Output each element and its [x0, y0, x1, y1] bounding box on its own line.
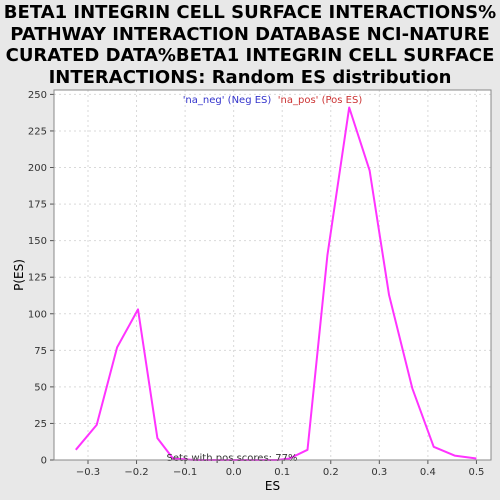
x-tick-label: −0.2: [124, 467, 148, 478]
x-tick-label: −0.1: [173, 467, 197, 478]
x-tick-label: 0.0: [226, 467, 242, 478]
y-tick-label: 175: [28, 200, 47, 211]
y-tick-label: 100: [28, 309, 47, 320]
plot-border: [53, 89, 492, 461]
y-tick-label: 250: [28, 90, 47, 101]
chart-title-line-3: CURATED DATA%BETA1 INTEGRIN CELL SURFACE: [5, 45, 495, 66]
legend: 'na_neg' (Neg ES) 'na_pos' (Pos ES): [183, 95, 363, 106]
legend-pos-entry: 'na_pos' (Pos ES): [278, 95, 363, 106]
y-axis-label: P(ES): [12, 259, 26, 291]
chart-title: BETA1 INTEGRIN CELL SURFACE INTERACTIONS…: [0, 2, 500, 88]
x-axis: −0.3 −0.2 −0.1 0.0 0.1 0.2 0.3 0.4 0.5: [76, 460, 484, 478]
y-tick-label: 50: [34, 382, 47, 393]
grid-lines: [54, 90, 491, 461]
chart-title-line-1: BETA1 INTEGRIN CELL SURFACE INTERACTIONS…: [3, 2, 497, 23]
x-tick-label: 0.5: [468, 467, 484, 478]
plot-area: [54, 90, 491, 460]
y-tick-label: 75: [34, 346, 47, 357]
pos-scores-annotation: Sets with pos scores: 77%: [167, 453, 298, 464]
x-tick-label: −0.3: [76, 467, 100, 478]
y-tick-label: 225: [28, 126, 47, 137]
chart-title-line-2: PATHWAY INTERACTION DATABASE NCI-NATURE: [10, 23, 490, 45]
legend-neg-entry: 'na_neg' (Neg ES): [183, 95, 272, 106]
y-tick-label: 150: [28, 236, 47, 247]
x-tick-label: 0.4: [420, 467, 436, 478]
y-tick-label: 200: [28, 163, 47, 174]
x-tick-label: 0.1: [274, 467, 290, 478]
y-tick-label: 0: [41, 456, 47, 467]
chart-title-line-4: INTERACTIONS: Random ES distribution: [48, 66, 452, 88]
x-axis-label: ES: [265, 479, 280, 493]
x-tick-label: 0.2: [323, 467, 339, 478]
y-tick-label: 25: [34, 419, 47, 430]
x-tick-label: 0.3: [371, 467, 387, 478]
y-tick-label: 125: [28, 273, 47, 284]
y-axis: 0 25 50 75 100 125 150 175 200 225 250: [28, 90, 54, 467]
